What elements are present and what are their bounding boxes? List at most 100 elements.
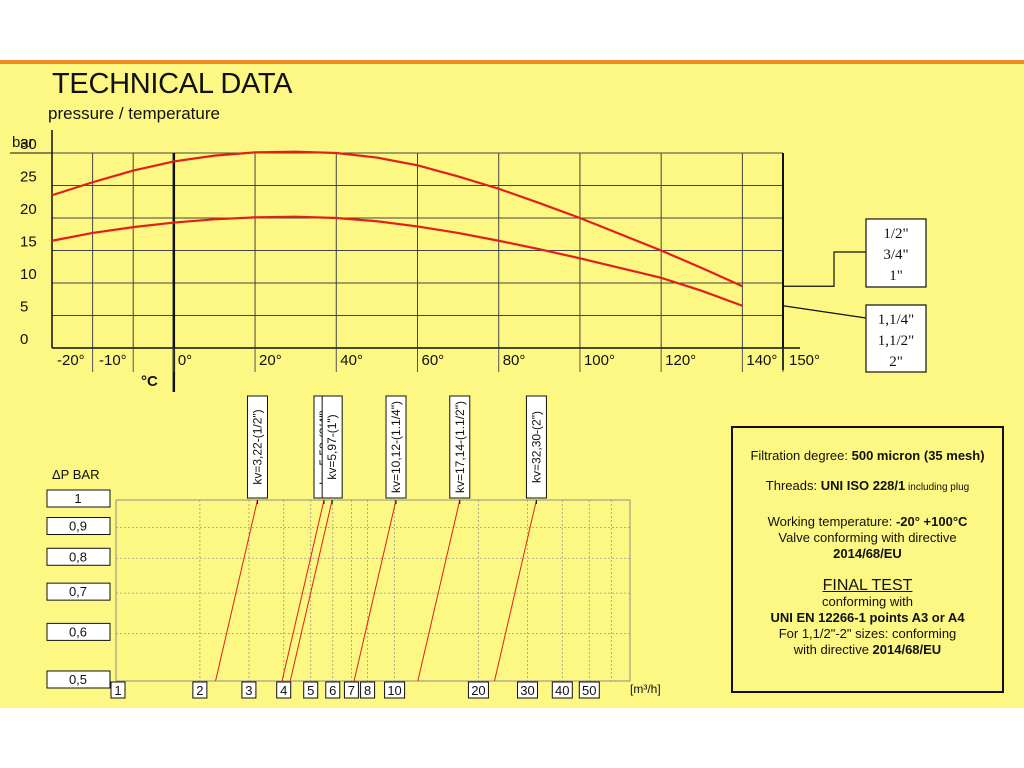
x-tick-label: 10: [387, 683, 401, 698]
x-tick-label: 2: [196, 683, 203, 698]
conforming-line: conforming with: [821, 594, 914, 609]
threads-note: including plug: [905, 482, 970, 493]
y-tick-label: 5: [20, 299, 28, 316]
x-tick-box: [360, 681, 376, 699]
y-tick-label: 0,7: [69, 584, 87, 599]
x-axis-label: °C: [141, 373, 158, 390]
legend-connector: [783, 251, 866, 287]
y-tick-label: 30: [20, 136, 37, 153]
kv-line: [353, 499, 397, 682]
y-tick-box: [46, 622, 111, 641]
y-tick-box: [46, 489, 111, 508]
x-tick-label: 5: [307, 683, 314, 698]
x-tick-label: 120°: [665, 352, 696, 369]
kv-label-box: [449, 395, 471, 499]
x-tick-label: 150°: [789, 352, 820, 369]
x-tick-label: -10°: [99, 352, 127, 369]
kv-label: kv=17,14-(1.1/2"): [453, 401, 467, 493]
with-directive-line: with directive: [793, 642, 873, 657]
y-tick-box: [46, 582, 111, 601]
x-tick-label: 8: [364, 683, 371, 698]
valve-line: Valve conforming with directive: [778, 530, 957, 545]
y-tick-box: [46, 670, 111, 689]
x-tick-label: -20°: [57, 352, 85, 369]
legend-box: [865, 304, 927, 373]
x-tick-label: 100°: [584, 352, 615, 369]
y-axis-label: ΔP BAR: [52, 467, 99, 482]
y-tick-label: 25: [20, 169, 37, 186]
y-tick-label: 15: [20, 234, 37, 251]
x-tick-box: [384, 681, 406, 699]
threads-value: UNI ISO 228/1: [820, 478, 906, 493]
x-tick-label: 80°: [503, 352, 526, 369]
kv-line: [215, 499, 258, 682]
temperature-label: Working temperature:: [767, 514, 896, 529]
x-tick-label: 0°: [178, 352, 192, 369]
y-tick-label: 0,8: [69, 549, 87, 564]
x-tick-label: 30: [520, 683, 534, 698]
x-tick-box: [192, 681, 208, 699]
x-tick-label: 20: [471, 683, 485, 698]
top-accent-line: [0, 60, 1024, 64]
kv-label: kv=5,97-(1"): [325, 414, 339, 479]
x-tick-box: [110, 681, 126, 699]
y-tick-label: 0,5: [69, 672, 87, 687]
kv-line: [281, 499, 325, 682]
filtration-value: 500 micron (35 mesh): [851, 448, 985, 463]
page-title: TECHNICAL DATA: [52, 68, 293, 100]
x-tick-box: [516, 681, 538, 699]
kv-label-box: [385, 395, 407, 499]
x-tick-label: 60°: [422, 352, 445, 369]
sizes-line: For 1,1/2"-2" sizes: conforming: [778, 626, 957, 641]
x-tick-box: [578, 681, 600, 699]
x-tick-box: [303, 681, 319, 699]
x-tick-label: 7: [348, 683, 355, 698]
y-tick-box: [46, 517, 111, 536]
kv-label: kv=32,30-(2"): [529, 411, 543, 483]
x-tick-box: [467, 681, 489, 699]
threads-label: Threads:: [765, 478, 821, 493]
x-tick-box: [343, 681, 359, 699]
final-test-heading: FINAL TEST: [822, 577, 913, 594]
x-tick-label: 6: [329, 683, 336, 698]
kv-label-box: [525, 395, 547, 499]
y-tick-label: 20: [20, 201, 37, 218]
kv-label: kv=3,22-(1/2"): [250, 409, 264, 484]
kv-line: [417, 499, 461, 682]
legend-label: 1,1/4": [878, 312, 915, 328]
x-tick-label: 50: [582, 683, 596, 698]
x-tick-label: 140°: [746, 352, 777, 369]
y-axis-label: bar: [12, 134, 34, 151]
x-tick-label: 40°: [340, 352, 363, 369]
legend-label: 1/2": [883, 226, 908, 242]
legend-label: 1": [889, 268, 903, 284]
x-tick-label: 40: [555, 683, 569, 698]
kv-label-box: [246, 395, 268, 499]
y-tick-label: 0,6: [69, 624, 87, 639]
legend-box: [865, 218, 927, 288]
legend-label: 1,1/2": [878, 333, 915, 349]
legend-label: 2": [889, 354, 903, 370]
kv-label-box: [321, 395, 343, 499]
directive-2: 2014/68/EU: [872, 642, 942, 657]
specifications-box: Filtration degree: 500 micron (35 mesh) …: [731, 426, 1004, 693]
kv-line: [289, 499, 333, 682]
kv-label: kv=10,12-(1.1/4"): [389, 401, 403, 493]
filtration-label: Filtration degree:: [750, 448, 852, 463]
y-tick-label: 0,9: [69, 519, 87, 534]
x-tick-box: [276, 681, 292, 699]
x-tick-box: [241, 681, 257, 699]
legend-connector: [782, 305, 867, 319]
x-tick-box: [551, 681, 573, 699]
y-tick-label: 1: [74, 491, 81, 506]
chart-subtitle: pressure / temperature: [48, 104, 220, 123]
y-tick-label: 10: [20, 266, 37, 283]
valve-directive: 2014/68/EU: [833, 546, 902, 561]
kv-line: [494, 499, 537, 682]
temperature-value: -20° +100°C: [895, 514, 968, 529]
page-background: [0, 60, 1024, 708]
legend-label: 3/4": [883, 247, 908, 263]
series-line-small-sizes: [51, 150, 743, 288]
